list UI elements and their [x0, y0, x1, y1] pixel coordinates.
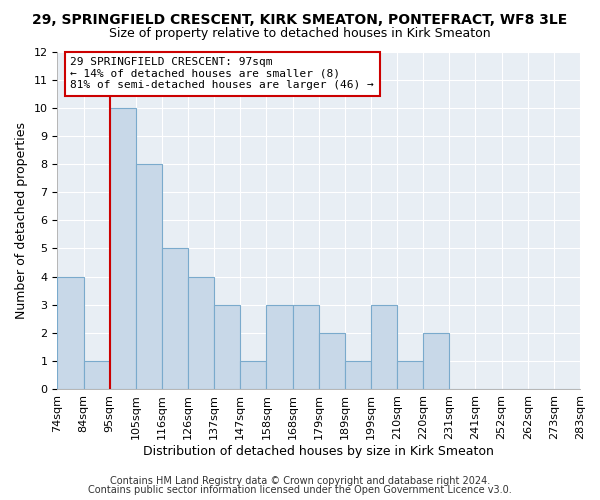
Bar: [423, 333, 449, 389]
Bar: [162, 248, 188, 389]
Text: 29, SPRINGFIELD CRESCENT, KIRK SMEATON, PONTEFRACT, WF8 3LE: 29, SPRINGFIELD CRESCENT, KIRK SMEATON, …: [32, 12, 568, 26]
Bar: [345, 361, 371, 389]
Bar: [371, 304, 397, 389]
Bar: [266, 304, 293, 389]
Bar: [214, 304, 241, 389]
Bar: [293, 304, 319, 389]
Bar: [58, 276, 83, 389]
Bar: [136, 164, 162, 389]
Bar: [188, 276, 214, 389]
Text: Contains public sector information licensed under the Open Government Licence v3: Contains public sector information licen…: [88, 485, 512, 495]
Y-axis label: Number of detached properties: Number of detached properties: [15, 122, 28, 319]
Bar: [83, 361, 110, 389]
Text: Contains HM Land Registry data © Crown copyright and database right 2024.: Contains HM Land Registry data © Crown c…: [110, 476, 490, 486]
X-axis label: Distribution of detached houses by size in Kirk Smeaton: Distribution of detached houses by size …: [143, 444, 494, 458]
Bar: [397, 361, 423, 389]
Bar: [110, 108, 136, 389]
Text: Size of property relative to detached houses in Kirk Smeaton: Size of property relative to detached ho…: [109, 28, 491, 40]
Bar: [241, 361, 266, 389]
Bar: [319, 333, 345, 389]
Text: 29 SPRINGFIELD CRESCENT: 97sqm
← 14% of detached houses are smaller (8)
81% of s: 29 SPRINGFIELD CRESCENT: 97sqm ← 14% of …: [70, 57, 374, 90]
